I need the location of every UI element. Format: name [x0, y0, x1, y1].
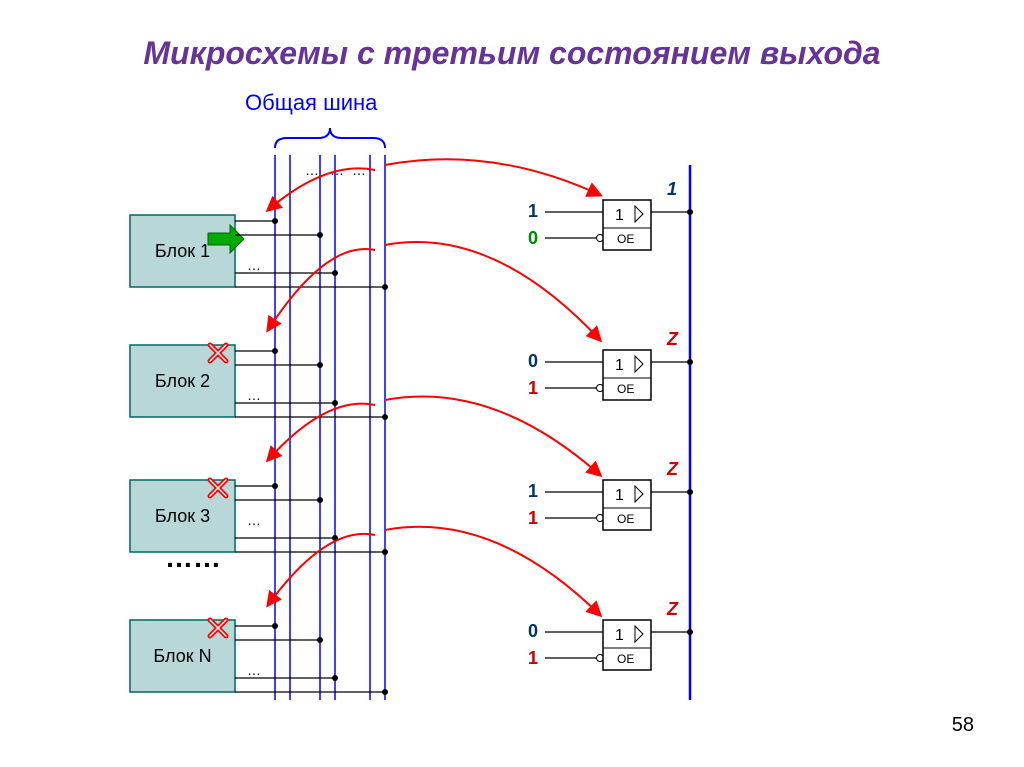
svg-text:0: 0: [528, 351, 538, 371]
svg-text:1: 1: [615, 627, 624, 644]
svg-text:…: …: [247, 257, 261, 273]
svg-text:1: 1: [528, 508, 538, 528]
svg-text:Z: Z: [666, 329, 679, 349]
svg-text:Z: Z: [666, 459, 679, 479]
svg-text:……: ……: [165, 542, 221, 573]
svg-text:1: 1: [615, 357, 624, 374]
svg-text:Z: Z: [666, 599, 679, 619]
svg-text:0: 0: [528, 621, 538, 641]
svg-text:0: 0: [528, 228, 538, 248]
svg-text:1: 1: [528, 481, 538, 501]
svg-text:…: …: [305, 162, 319, 178]
svg-text:1: 1: [615, 487, 624, 504]
svg-text:…: …: [352, 162, 366, 178]
svg-text:OE: OE: [617, 232, 634, 246]
svg-text:Блок 3: Блок 3: [155, 506, 210, 526]
svg-text:1: 1: [528, 648, 538, 668]
svg-text:1: 1: [667, 179, 677, 199]
svg-text:…: …: [247, 662, 261, 678]
svg-text:1: 1: [615, 207, 624, 224]
svg-text:…: …: [247, 387, 261, 403]
svg-text:Блок N: Блок N: [153, 646, 211, 666]
svg-text:OE: OE: [617, 512, 634, 526]
svg-text:…: …: [247, 512, 261, 528]
diagram-svg: ……Блок 1……Блок 2…Блок 3…Блок N………1OE1011…: [0, 0, 1024, 767]
svg-text:1: 1: [528, 378, 538, 398]
svg-text:OE: OE: [617, 382, 634, 396]
svg-text:OE: OE: [617, 652, 634, 666]
svg-text:Блок 1: Блок 1: [155, 241, 210, 261]
svg-text:Блок 2: Блок 2: [155, 371, 210, 391]
svg-text:1: 1: [528, 201, 538, 221]
